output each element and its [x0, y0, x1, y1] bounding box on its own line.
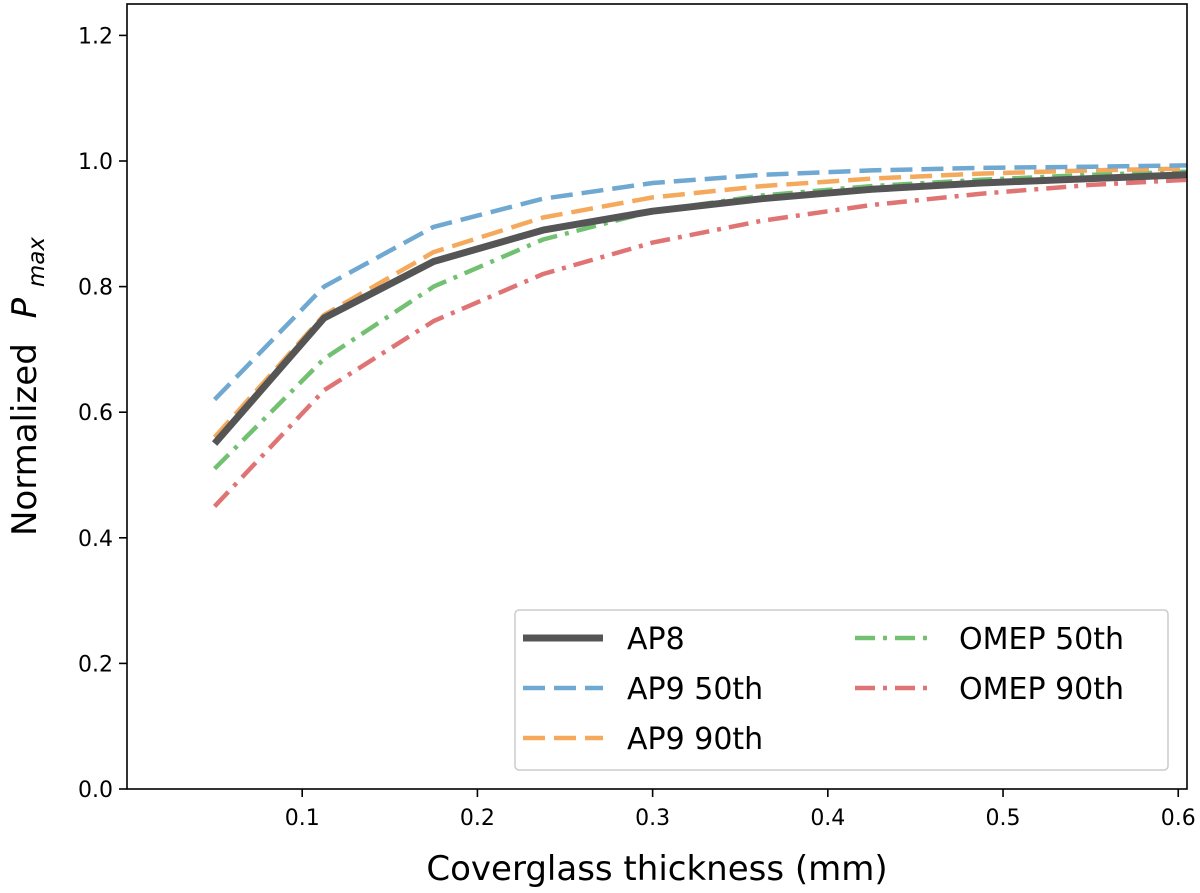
x-tick-label: 0.4 [810, 806, 845, 831]
series-line-3 [213, 169, 1188, 471]
y-tick-label: 0.2 [78, 652, 113, 677]
legend-box [514, 609, 1169, 771]
legend-label-0: AP8 [627, 622, 685, 657]
series-line-4 [212, 177, 1188, 508]
x-tick-label: 0.2 [460, 806, 495, 831]
x-tick-label: 0.1 [285, 806, 320, 831]
x-axis-ticks: 0.1 0.2 0.3 0.4 0.5 0.6 [285, 789, 1196, 831]
series-line-1 [212, 163, 1188, 402]
y-tick-label: 0.0 [78, 778, 113, 803]
y-axis-ticks: 0.0 0.2 0.4 0.6 0.8 1.0 1.2 [78, 24, 127, 803]
x-axis-label: Coverglass thickness (mm) [426, 849, 887, 889]
y-tick-label: 1.2 [78, 24, 113, 49]
legend-items: AP8 AP9 50th AP9 90th OMEP 50th OMEP 90th [523, 622, 1124, 757]
legend: AP8 AP9 50th AP9 90th OMEP 50th OMEP 90th [514, 609, 1169, 771]
series-layer [211, 163, 1188, 508]
y-axis-label-symbol: P [5, 297, 45, 318]
y-tick-label: 0.4 [78, 527, 113, 552]
y-axis-label-subscript: max [24, 237, 50, 287]
y-tick-label: 0.8 [78, 276, 113, 301]
legend-label-2: AP9 90th [627, 722, 763, 757]
y-axis-label: Normalized P max [5, 237, 50, 536]
y-tick-label: 0.6 [78, 401, 113, 426]
y-axis-label-prefix: Normalized [5, 343, 45, 536]
x-tick-label: 0.6 [1161, 806, 1196, 831]
legend-label-1: AP9 50th [627, 672, 763, 707]
legend-label-4: OMEP 90th [959, 672, 1124, 707]
legend-label-3: OMEP 50th [959, 622, 1124, 657]
series-line-0 [211, 171, 1188, 446]
x-tick-label: 0.3 [635, 806, 670, 831]
y-tick-label: 1.0 [78, 150, 113, 175]
plot-frame [126, 3, 1188, 790]
x-tick-label: 0.5 [986, 806, 1021, 831]
series-line-2 [212, 166, 1188, 439]
